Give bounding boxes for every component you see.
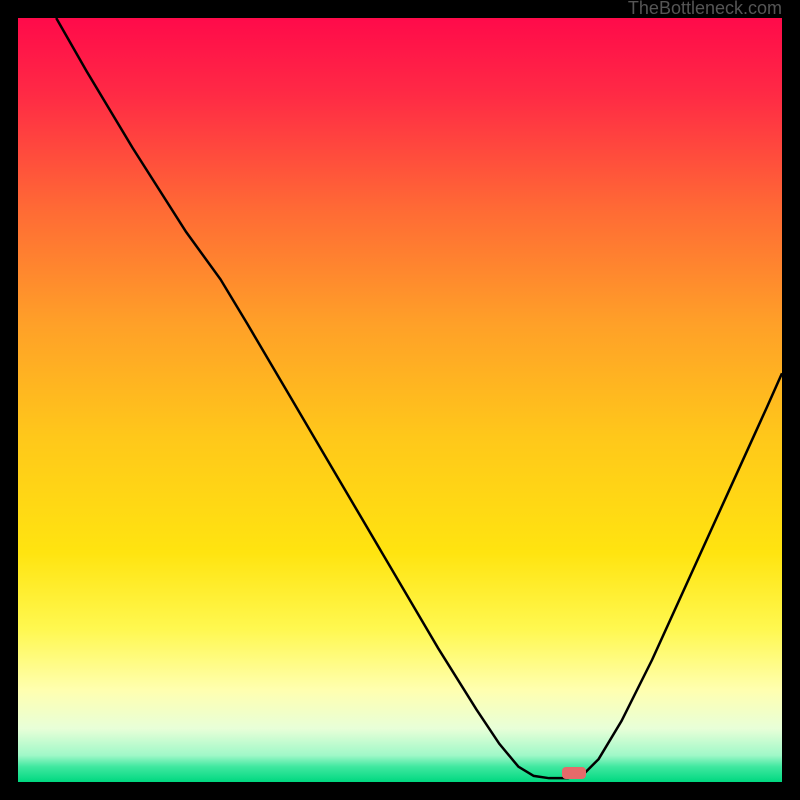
bottleneck-line-chart <box>18 18 782 782</box>
optimal-marker <box>562 767 586 779</box>
plot-area <box>18 18 782 782</box>
figure-root: { "figure": { "width": 800, "height": 80… <box>0 0 800 800</box>
watermark-text: TheBottleneck.com <box>628 0 782 19</box>
bottleneck-curve <box>56 18 782 778</box>
